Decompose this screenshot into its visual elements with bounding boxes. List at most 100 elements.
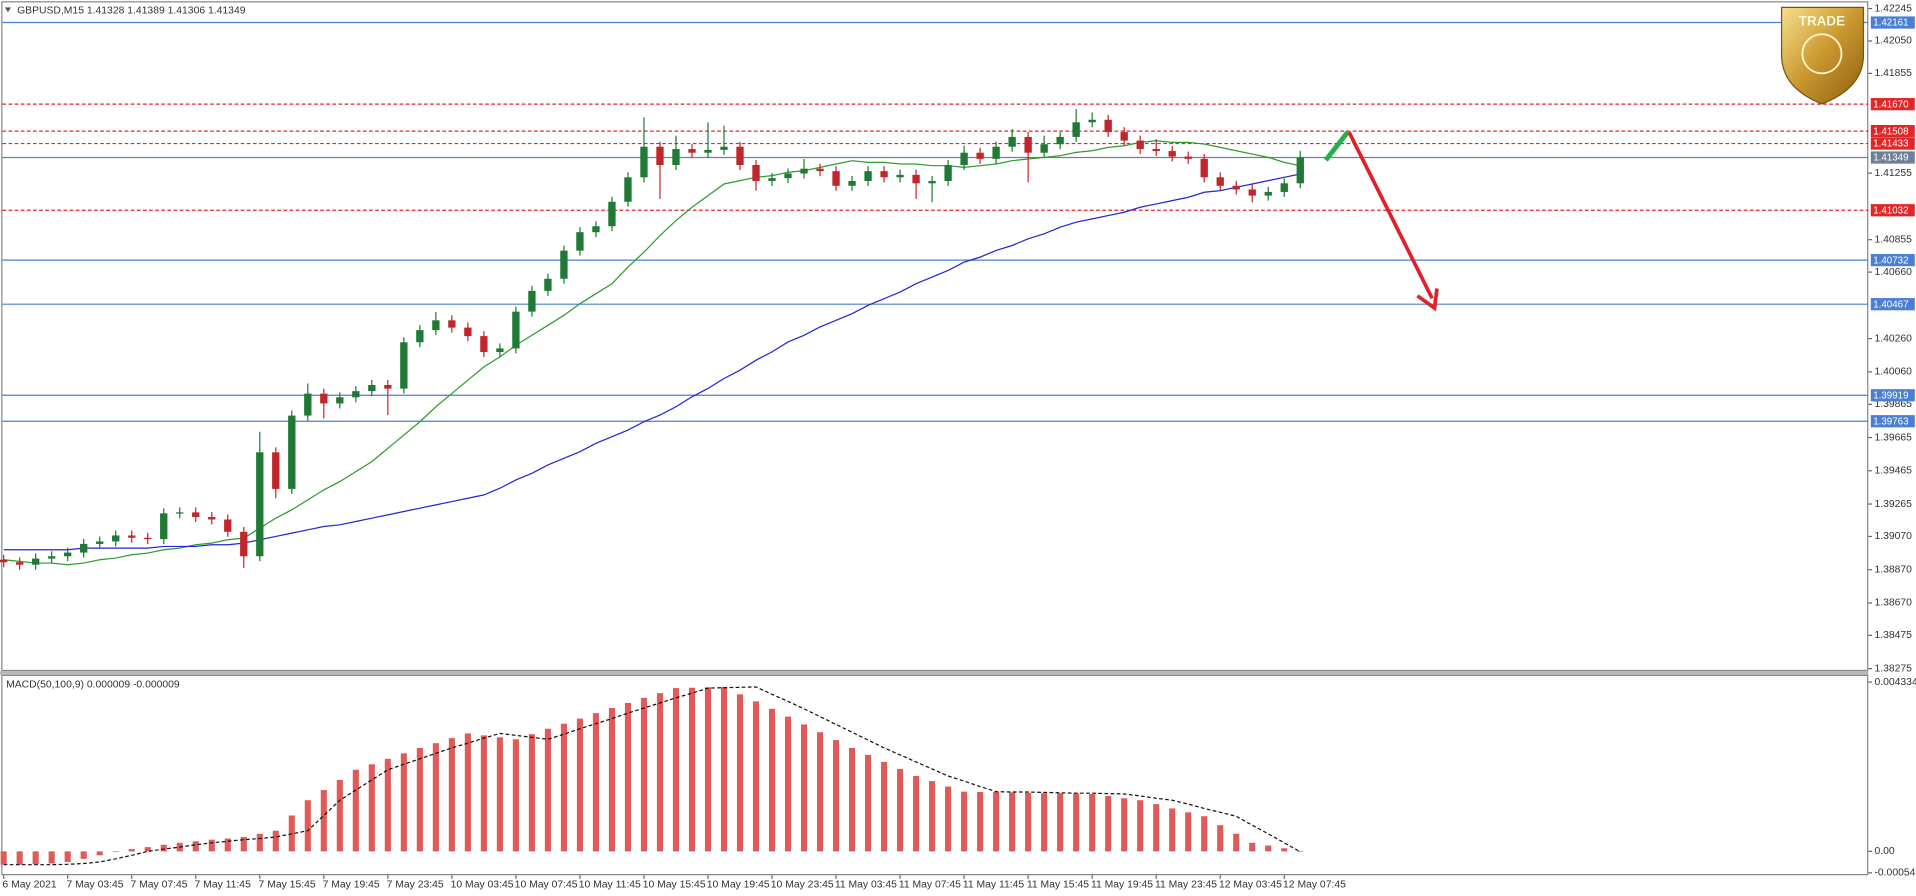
level-label: 1.39919 xyxy=(1873,390,1908,401)
macd-bar xyxy=(80,851,87,859)
macd-bar xyxy=(336,779,343,852)
macd-bar xyxy=(816,732,824,852)
y-tick-label: 1.40260 xyxy=(1874,333,1912,344)
level-label-box xyxy=(1870,16,1915,29)
macd-bar xyxy=(656,693,664,852)
candle-body xyxy=(192,512,200,518)
candle-body xyxy=(704,149,712,153)
level-label: 1.40732 xyxy=(1873,255,1908,266)
macd-bar xyxy=(304,800,311,852)
level-label-box xyxy=(1870,151,1915,164)
x-tick-label: 11 May 15:45 xyxy=(1027,880,1089,891)
x-tick-label: 7 May 19:45 xyxy=(323,880,380,891)
candle-body xyxy=(976,152,984,159)
macd-y-tick-label: 0.004334 xyxy=(1874,677,1916,688)
candle-body xyxy=(880,171,888,178)
x-tick-label: 7 May 23:45 xyxy=(387,880,444,891)
logo: TRADE xyxy=(1780,6,1865,105)
level-label: 1.42161 xyxy=(1873,18,1908,29)
x-tick-label: 11 May 19:45 xyxy=(1091,880,1153,891)
candle-body xyxy=(480,336,488,353)
macd-bar xyxy=(1201,816,1208,852)
menu-triangle[interactable] xyxy=(4,7,11,13)
candle-body xyxy=(352,391,360,398)
candle-body xyxy=(80,543,88,553)
y-tick-label: 1.39070 xyxy=(1874,531,1912,542)
x-tick-label: 7 May 15:45 xyxy=(259,880,316,891)
level-label-box xyxy=(1870,204,1915,217)
marks: 1.42245 1.42050 1.41855 1.41255 1.40855 1.406… xyxy=(0,3,1916,891)
macd-bar xyxy=(1153,804,1160,852)
down-arrow-shaft xyxy=(1347,131,1434,300)
macd-bar xyxy=(1281,848,1288,852)
level-label-box xyxy=(1870,415,1915,428)
level-label-box xyxy=(1870,298,1915,311)
y-tick-label: 1.39865 xyxy=(1874,399,1912,410)
candle-body xyxy=(1280,183,1288,192)
macd-bar xyxy=(272,830,279,852)
macd-bar xyxy=(1073,793,1080,852)
candle-body xyxy=(1136,140,1144,150)
macd-bar xyxy=(1137,800,1144,852)
macd-bar xyxy=(48,851,55,864)
macd-bar xyxy=(1105,795,1112,852)
level-label-box xyxy=(1870,137,1915,150)
macd-bar xyxy=(144,847,151,852)
candle-body xyxy=(1232,185,1240,190)
candle-body xyxy=(624,177,632,202)
candle-body xyxy=(736,146,744,166)
level-label: 1.41433 xyxy=(1873,139,1908,150)
candle-body xyxy=(560,250,568,279)
y-tick-label: 1.39465 xyxy=(1874,466,1912,477)
macd-bar xyxy=(608,708,616,852)
up-arrow xyxy=(1323,130,1350,162)
macd-bar xyxy=(865,754,872,852)
candle-body xyxy=(320,393,328,404)
macd-bar xyxy=(913,776,920,852)
level-label: 1.41032 xyxy=(1873,205,1908,216)
candle-body xyxy=(112,535,120,542)
macd-bar xyxy=(961,791,968,852)
macd-bar xyxy=(1217,825,1224,852)
candle-body xyxy=(160,513,168,540)
macd-bar xyxy=(897,768,904,852)
macd-bar xyxy=(208,839,215,852)
candle-body xyxy=(128,535,136,538)
macd-bar xyxy=(1185,812,1192,852)
candle-body xyxy=(864,171,872,181)
macd-bar xyxy=(881,761,888,852)
macd-bar xyxy=(240,836,247,852)
level-label: 1.41349 xyxy=(1873,153,1908,164)
candle-body xyxy=(1040,144,1048,153)
x-tick-label: 7 May 11:45 xyxy=(195,880,252,891)
macd-bar xyxy=(32,851,39,865)
panel-separator xyxy=(0,671,1869,675)
macd-bar xyxy=(400,753,407,852)
y-tick-label: 1.39665 xyxy=(1874,432,1912,443)
candle-body xyxy=(1200,158,1208,178)
y-tick-label: 1.42245 xyxy=(1874,3,1912,14)
price-panel-frame xyxy=(1,1,1869,672)
logo-text: TRADE xyxy=(1799,14,1845,29)
candle-body xyxy=(992,146,1000,159)
candle-body xyxy=(432,320,440,331)
candle-body xyxy=(32,558,40,565)
level-label: 1.41508 xyxy=(1873,126,1908,137)
macd-bar xyxy=(849,747,856,852)
candle-body xyxy=(512,311,520,349)
candle-body xyxy=(944,165,952,181)
macd-bar xyxy=(16,851,23,865)
y-tick-label: 1.41855 xyxy=(1874,68,1912,79)
macd-bar xyxy=(1169,808,1176,852)
candle-body xyxy=(928,180,936,184)
macd-bar xyxy=(192,841,199,852)
candle-body xyxy=(96,541,104,544)
candle-body xyxy=(368,384,376,392)
candle-body xyxy=(1152,149,1160,152)
candle-body xyxy=(1008,136,1016,147)
macd-bar xyxy=(832,740,840,852)
level-label-box xyxy=(1870,124,1915,138)
candle-body xyxy=(464,327,472,337)
x-tick-label: 7 May 07:45 xyxy=(131,880,188,891)
macd-bar xyxy=(1041,793,1048,852)
